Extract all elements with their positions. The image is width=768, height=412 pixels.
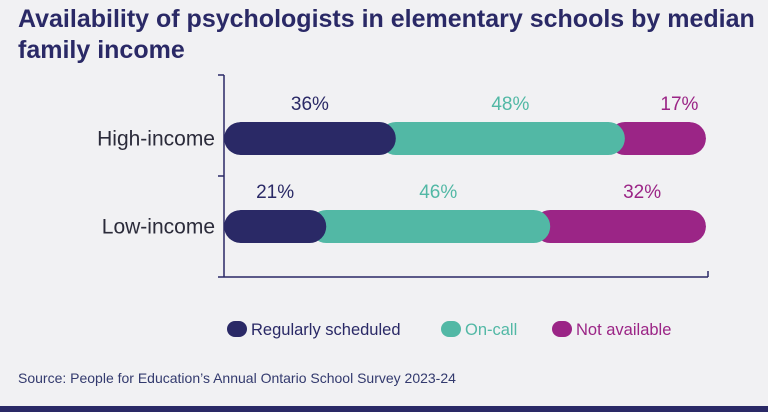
data-label: 17% bbox=[660, 94, 698, 115]
bar-segment bbox=[379, 122, 625, 155]
source-note: Source: People for Education’s Annual On… bbox=[18, 370, 456, 386]
bar-segment bbox=[533, 210, 706, 243]
bar-segment bbox=[224, 210, 327, 243]
legend-swatch bbox=[227, 321, 247, 337]
category-label: Low-income bbox=[102, 216, 215, 239]
legend-swatch bbox=[552, 321, 572, 337]
category-label: High-income bbox=[97, 128, 215, 151]
footer-bar bbox=[0, 406, 768, 412]
data-label: 46% bbox=[419, 182, 457, 203]
legend-swatch bbox=[441, 321, 461, 337]
bar-segment bbox=[309, 210, 551, 243]
legend-label: On-call bbox=[465, 321, 517, 339]
bar-segment bbox=[224, 122, 396, 155]
data-label: 21% bbox=[256, 182, 294, 203]
legend-label: Not available bbox=[576, 321, 671, 339]
chart-title: Availability of psychologists in element… bbox=[18, 5, 755, 64]
data-label: 36% bbox=[291, 94, 329, 115]
legend-label: Regularly scheduled bbox=[251, 321, 401, 339]
bar-segment bbox=[608, 122, 706, 155]
data-label: 32% bbox=[623, 182, 661, 203]
data-label: 48% bbox=[491, 94, 529, 115]
